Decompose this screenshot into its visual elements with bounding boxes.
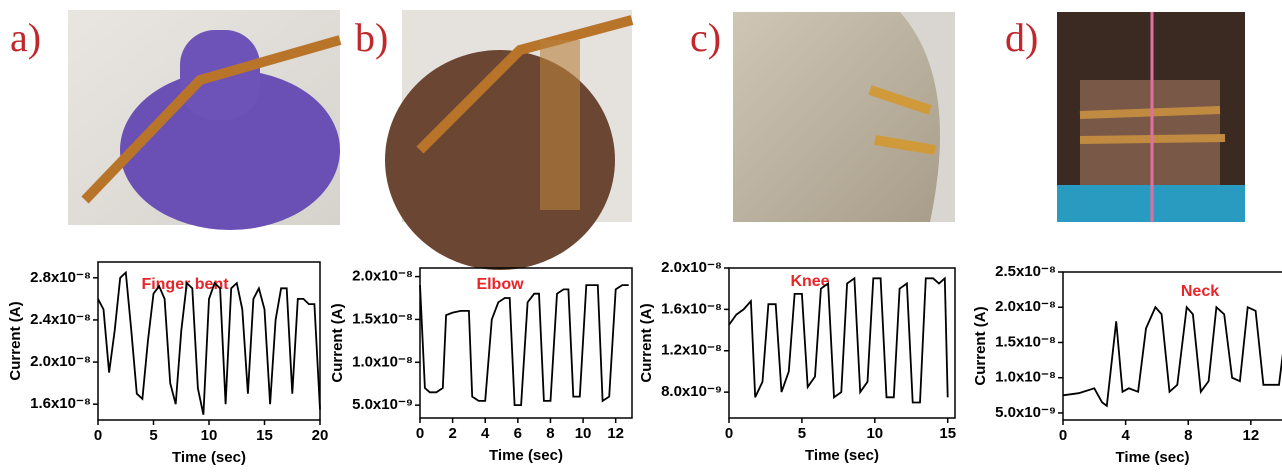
x-tick-label: 6 [514, 425, 522, 442]
x-tick-label: 5 [149, 427, 157, 444]
x-tick-label: 0 [94, 427, 102, 444]
y-tick-label: 5.0x10⁻⁹ [995, 404, 1056, 421]
photo-c [733, 12, 955, 222]
x-tick-label: 0 [725, 425, 733, 442]
y-tick-label: 2.0x10⁻⁸ [661, 259, 722, 276]
y-axis-label: Current (A) [7, 301, 24, 380]
data-line [728, 276, 949, 404]
data-line [419, 284, 629, 406]
y-tick-label: 2.0x10⁻⁸ [995, 298, 1056, 315]
x-tick-label: 0 [1059, 427, 1067, 444]
x-tick-label: 12 [1243, 427, 1260, 444]
y-tick-label: 1.2x10⁻⁸ [661, 342, 722, 359]
y-tick-label: 2.5x10⁻⁸ [995, 263, 1056, 280]
y-tick-label: 2.0x10⁻⁸ [352, 268, 413, 285]
photo-a [68, 10, 342, 230]
plot-frame [728, 267, 956, 419]
x-axis-label: Time (sec) [1116, 449, 1190, 466]
x-tick-label: 4 [1121, 427, 1130, 444]
y-tick-label: 2.8x10⁻⁸ [30, 269, 91, 286]
x-tick-label: 8 [1184, 427, 1192, 444]
photo-d [1057, 12, 1245, 222]
x-tick-label: 10 [575, 425, 592, 442]
x-tick-label: 8 [546, 425, 554, 442]
y-tick-label: 1.5x10⁻⁸ [352, 310, 413, 327]
annotation: Finger bent [141, 276, 229, 293]
y-tick-label: 1.6x10⁻⁸ [30, 395, 91, 412]
panel-label: d) [1005, 15, 1038, 60]
x-tick-label: 15 [256, 427, 273, 444]
data-line [1062, 305, 1282, 408]
annotation: Elbow [476, 276, 524, 293]
plot-frame [419, 267, 633, 419]
y-tick-label: 2.0x10⁻⁸ [30, 353, 91, 370]
plot-frame [1062, 271, 1282, 421]
y-axis-label: Current (A) [638, 303, 655, 382]
photo-b [385, 10, 634, 270]
y-tick-label: 1.0x10⁻⁸ [352, 353, 413, 370]
x-tick-label: 4 [481, 425, 490, 442]
y-axis-label: Current (A) [972, 306, 989, 385]
y-tick-label: 1.6x10⁻⁸ [661, 300, 722, 317]
y-tick-label: 1.0x10⁻⁸ [995, 369, 1056, 386]
y-tick-label: 8.0x10⁻⁹ [661, 383, 722, 400]
x-tick-label: 5 [798, 425, 806, 442]
x-tick-label: 20 [312, 427, 329, 444]
x-tick-label: 15 [939, 425, 956, 442]
y-tick-label: 2.4x10⁻⁸ [30, 311, 91, 328]
x-tick-label: 2 [448, 425, 456, 442]
panel-label: a) [10, 15, 41, 60]
x-axis-label: Time (sec) [489, 447, 563, 464]
annotation: Knee [790, 273, 829, 290]
y-axis-label: Current (A) [329, 303, 346, 382]
y-tick-label: 1.5x10⁻⁸ [995, 333, 1056, 350]
x-tick-label: 12 [607, 425, 624, 442]
x-tick-label: 10 [866, 425, 883, 442]
x-tick-label: 10 [201, 427, 218, 444]
y-tick-label: 5.0x10⁻⁹ [352, 396, 413, 413]
panel-label: c) [690, 15, 721, 60]
x-axis-label: Time (sec) [172, 449, 246, 466]
annotation: Neck [1181, 283, 1219, 300]
data-line [97, 270, 321, 415]
x-tick-label: 0 [416, 425, 424, 442]
x-axis-label: Time (sec) [805, 447, 879, 464]
panel-label: b) [355, 15, 388, 60]
